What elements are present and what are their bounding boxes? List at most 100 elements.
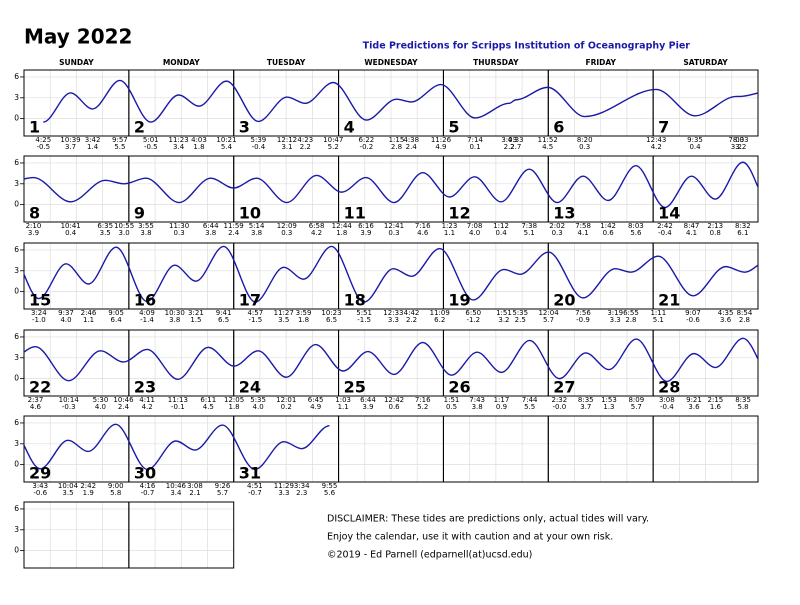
tide-time: 11:13 <box>168 396 188 404</box>
tide-time: 10:46 <box>113 396 134 404</box>
tide-time: 2:13 <box>707 222 723 230</box>
day-number: 5 <box>448 118 459 137</box>
tide-time: 7:43 <box>469 396 485 404</box>
tide-height: 4.9 <box>435 143 446 151</box>
tide-curve <box>24 337 758 383</box>
tide-height: -0.7 <box>248 489 262 497</box>
day-number: 14 <box>658 204 680 223</box>
day-number: 31 <box>239 464 261 483</box>
y-tick-label: 3 <box>14 439 19 448</box>
y-tick-label: 6 <box>14 245 19 254</box>
tide-height: 3.5 <box>62 489 73 497</box>
tide-time: 10:21 <box>216 136 236 144</box>
day-number: 24 <box>239 378 261 397</box>
tide-height: 3.8 <box>472 403 483 411</box>
tide-time: 1:12 <box>493 222 509 230</box>
tide-height: 2.4 <box>228 229 240 237</box>
tide-time: 6:11 <box>200 396 216 404</box>
tide-height: 2.8 <box>739 316 750 324</box>
tide-height: 3.3 <box>278 489 289 497</box>
tide-height: 3.0 <box>119 229 130 237</box>
tide-time: 10:47 <box>323 136 343 144</box>
tide-time: 10:23 <box>321 309 341 317</box>
tide-height: -0.7 <box>141 489 155 497</box>
tide-height: -0.5 <box>144 143 158 151</box>
day-cell <box>652 69 759 137</box>
tide-height: 1.4 <box>87 143 99 151</box>
tide-time: 4:33 <box>508 136 524 144</box>
tide-height: -0.5 <box>36 143 50 151</box>
tide-height: 5.2 <box>417 403 428 411</box>
tide-time: 4:11 <box>139 396 155 404</box>
tide-time: 6:55 <box>623 309 639 317</box>
tide-time: 12:42 <box>384 396 404 404</box>
disclaimer-line: Enjoy the calendar, use it with caution … <box>327 532 613 543</box>
y-tick-label: 0 <box>14 287 19 296</box>
tide-height: 4.0 <box>60 316 71 324</box>
tide-height: 3.5 <box>100 229 111 237</box>
day-number: 3 <box>239 118 250 137</box>
tide-time: 4:25 <box>35 136 51 144</box>
tide-time: 2:46 <box>81 309 97 317</box>
y-tick-label: 6 <box>14 332 19 341</box>
tide-time: 1:23 <box>442 222 458 230</box>
tide-height: 5.7 <box>631 403 642 411</box>
tide-time: 4:38 <box>403 136 419 144</box>
tide-height: 2.1 <box>189 489 200 497</box>
tide-height: 5.5 <box>524 403 535 411</box>
tide-time: 6:16 <box>358 222 374 230</box>
tide-height: 4.2 <box>651 143 662 151</box>
tide-time: 4:51 <box>247 482 263 490</box>
tide-time: 8:32 <box>735 222 751 230</box>
tide-height: -1.0 <box>32 316 46 324</box>
tide-time: 11:30 <box>169 222 189 230</box>
tide-time: 12:33 <box>383 309 403 317</box>
tide-time: 8:35 <box>735 396 751 404</box>
tide-height: 3.4 <box>170 489 182 497</box>
tide-time: 5:14 <box>249 222 265 230</box>
tide-time: 7:56 <box>575 309 591 317</box>
tide-height: -0.4 <box>658 229 672 237</box>
tide-height: -0.6 <box>686 316 700 324</box>
tide-height: 6.5 <box>326 316 337 324</box>
tide-height: 6.1 <box>737 229 748 237</box>
weekday-header: WEDNESDAY <box>364 58 418 67</box>
day-number: 12 <box>448 204 470 223</box>
y-tick-label: 3 <box>14 266 19 275</box>
day-number: 21 <box>658 291 680 310</box>
tide-time: 2:15 <box>708 396 724 404</box>
day-number: 1 <box>29 118 40 137</box>
tide-time: 8:54 <box>737 309 753 317</box>
tide-time: 3:19 <box>607 309 623 317</box>
tide-height: 3.3 <box>388 316 399 324</box>
tide-height: -0.9 <box>576 316 590 324</box>
tide-height: 6.4 <box>111 316 123 324</box>
tide-height: 3.1 <box>281 143 292 151</box>
day-cell <box>128 501 235 569</box>
tide-time: 1:11 <box>650 309 666 317</box>
tide-height: 4.5 <box>542 143 553 151</box>
tide-time: 11:29 <box>274 482 294 490</box>
tide-time: 11:27 <box>274 309 294 317</box>
tide-height: 5.6 <box>324 489 336 497</box>
day-number: 15 <box>29 291 51 310</box>
tide-height: 0.6 <box>388 403 400 411</box>
tide-time: 4:23 <box>297 136 313 144</box>
day-number: 11 <box>344 204 366 223</box>
tide-height: 3.5 <box>278 316 289 324</box>
tide-height: 4.2 <box>142 403 153 411</box>
tide-height: 5.1 <box>653 316 664 324</box>
tide-height: 3.9 <box>362 403 373 411</box>
tide-height: 1.5 <box>190 316 201 324</box>
tide-time: 6:35 <box>97 222 113 230</box>
y-tick-label: 6 <box>14 158 19 167</box>
tide-time: 5:35 <box>512 309 528 317</box>
tide-time: 6:58 <box>309 222 325 230</box>
tide-time: 11:59 <box>224 222 244 230</box>
day-number: 18 <box>344 291 366 310</box>
tide-height: 0.9 <box>496 403 507 411</box>
tide-height: 3.7 <box>580 403 591 411</box>
tide-time: 9:41 <box>216 309 232 317</box>
tide-height: -0.4 <box>660 403 674 411</box>
